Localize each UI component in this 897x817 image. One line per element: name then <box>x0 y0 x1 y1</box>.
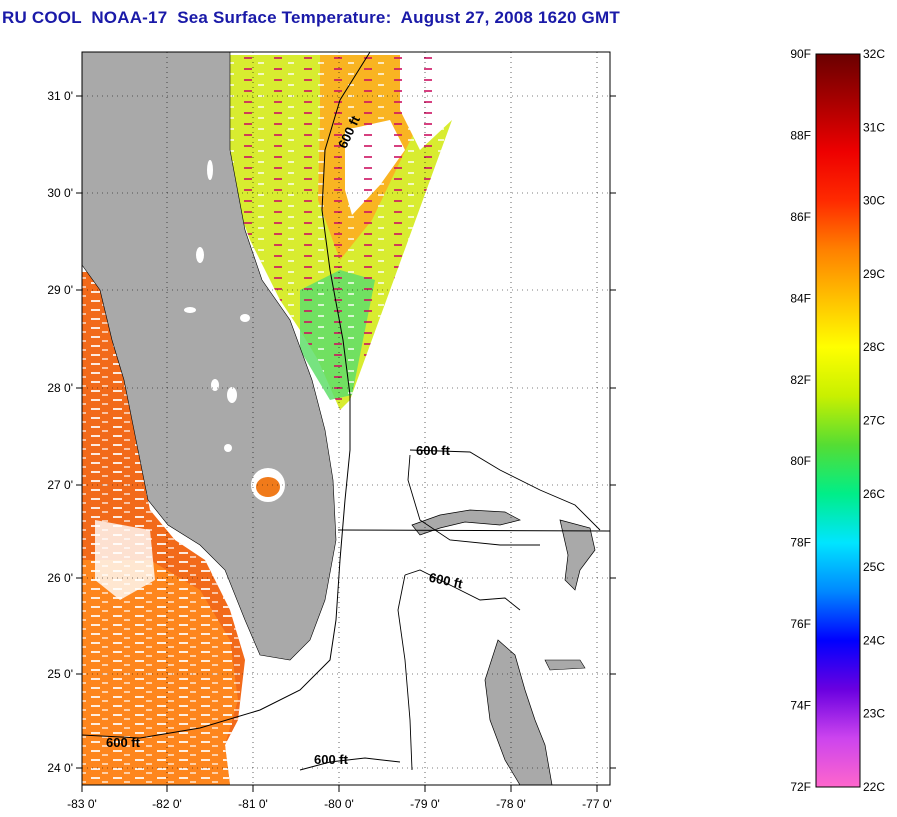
colorbar-fahrenheit-label: 88F <box>790 128 811 142</box>
gulf-cloud-gap <box>95 520 155 600</box>
lat-label: 24 0' <box>47 761 73 775</box>
fahrenheit-labels: 90F 88F 86F 84F 82F 80F 78F 76F 74F 72F <box>790 47 811 794</box>
lat-label: 28 0' <box>47 381 73 395</box>
isobath-600ft-south <box>299 757 401 771</box>
grand-bahama <box>411 509 521 536</box>
colorbar-gradient <box>815 53 861 788</box>
colorbar-celsius-label: 29C <box>863 267 885 281</box>
axis-ticks <box>76 95 616 792</box>
andros-island <box>484 639 553 785</box>
bahama-bank-outline-south <box>397 569 521 771</box>
lat-label: 25 0' <box>47 667 73 681</box>
colorbar-celsius-label: 28C <box>863 340 885 354</box>
colorbar-celsius-label: 26C <box>863 487 885 501</box>
lat-label: 30 0' <box>47 186 73 200</box>
colorbar-fahrenheit-label: 78F <box>790 536 811 550</box>
longitude-labels: -83 0' -82 0' -81 0' -80 0' -79 0' -78 0… <box>67 797 612 811</box>
colorbar-fahrenheit-label: 74F <box>790 699 811 713</box>
colorbar-fahrenheit-label: 80F <box>790 454 811 468</box>
lon-label: -78 0' <box>496 797 526 811</box>
isobath-label-2: 600 ft <box>416 443 451 458</box>
lat-label: 29 0' <box>47 283 73 297</box>
colorbar-fahrenheit-label: 82F <box>790 373 811 387</box>
temperature-colorbar: 90F 88F 86F 84F 82F 80F 78F 76F 74F 72F 32C 31C 30C… <box>790 47 885 794</box>
colorbar-celsius-label: 27C <box>863 414 885 428</box>
lon-label: -82 0' <box>152 797 182 811</box>
isobath-label-3: 600 ft <box>428 570 465 592</box>
graticule <box>82 52 610 785</box>
colorbar-celsius-label: 25C <box>863 560 885 574</box>
lon-label: -80 0' <box>324 797 354 811</box>
latitude-labels: 31 0' 30 0' 29 0' 28 0' 27 0' 26 0' 25 0… <box>47 89 73 775</box>
colorbar-fahrenheit-label: 84F <box>790 291 811 305</box>
isobath-600ft-florida <box>82 52 371 739</box>
colorbar-celsius-label: 32C <box>863 47 885 61</box>
lat-label: 31 0' <box>47 89 73 103</box>
lat-label: 27 0' <box>47 478 73 492</box>
map-frame <box>81 51 611 786</box>
colorbar-celsius-label: 30C <box>863 194 885 208</box>
inland-lakes <box>184 160 250 452</box>
lon-label: -79 0' <box>410 797 440 811</box>
lon-label: -83 0' <box>67 797 97 811</box>
atlantic-streaks <box>228 55 452 410</box>
berry-islands <box>544 659 586 671</box>
colorbar-fahrenheit-label: 76F <box>790 617 811 631</box>
lake-okeechobee-sst <box>256 477 280 497</box>
map-title: RU COOL NOAA-17 Sea Surface Temperature:… <box>2 8 620 27</box>
abaco-island <box>559 519 596 591</box>
isobath-label-5: 600 ft <box>314 752 349 767</box>
colorbar-fahrenheit-label: 86F <box>790 210 811 224</box>
lat-label: 26 0' <box>47 571 73 585</box>
colorbar-fahrenheit-label: 72F <box>790 780 811 794</box>
colorbar-celsius-label: 31C <box>863 120 885 134</box>
colorbar-celsius-label: 22C <box>863 780 885 794</box>
florida-landmass <box>82 52 337 661</box>
map-plot-area <box>82 52 610 785</box>
gulf-cloud-streaks <box>82 272 245 785</box>
colorbar-celsius-label: 24C <box>863 633 885 647</box>
colorbar-celsius-label: 23C <box>863 707 885 721</box>
lon-label: -81 0' <box>238 797 268 811</box>
celsius-labels: 32C 31C 30C 29C 28C 27C 26C 25C 24C 23C 22C <box>863 47 885 794</box>
colorbar-fahrenheit-label: 90F <box>790 47 811 61</box>
lon-label: -77 0' <box>582 797 612 811</box>
isobath-label-4: 600 ft <box>106 735 141 750</box>
boundary-line <box>337 529 610 532</box>
